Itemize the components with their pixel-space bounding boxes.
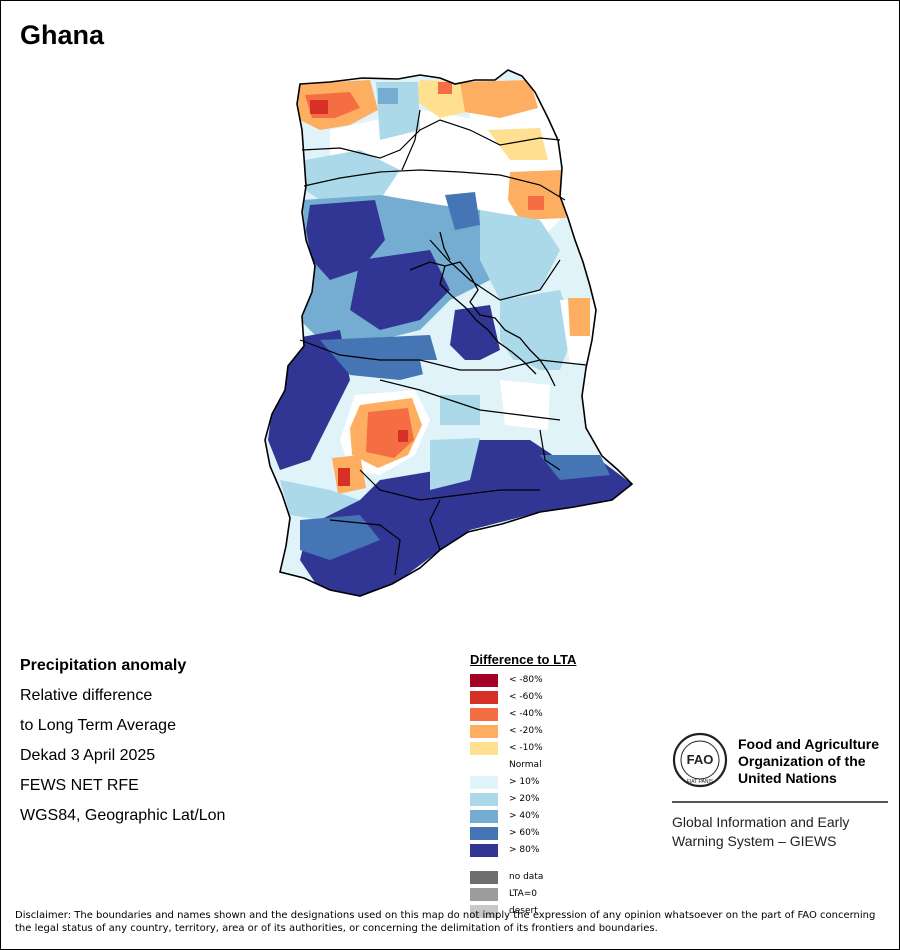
legend-swatch [470,742,498,755]
product-description-line2: to Long Term Average [20,717,176,734]
region-boundaries [299,109,587,576]
legend-swatch [470,674,498,687]
legend-item: < -80% [470,672,576,689]
legend-label: desert [509,906,538,916]
legend-label: < -60% [509,692,543,702]
legend-item: < -40% [470,706,576,723]
legend-label: LTA=0 [509,889,537,899]
legend-label: > 80% [509,845,540,855]
fao-logo-icon: FAO FIAT PANIS [672,732,728,788]
legend-swatch [470,725,498,738]
legend-item: < -20% [470,723,576,740]
legend-swatch [470,776,498,789]
legend-item: LTA=0 [470,886,576,903]
legend-classes: < -80% < -60% < -40% < -20% < -10% Normal > 10… [470,672,576,859]
disclaimer: Disclaimer: The boundaries and names sho… [15,910,876,934]
legend-swatch [470,871,498,884]
legend-item: > 20% [470,791,576,808]
legend-label: > 10% [509,777,540,787]
legend-label: < -10% [509,743,543,753]
country-outline [264,69,634,597]
legend-swatch [470,905,498,918]
legend-item: Normal [470,757,576,774]
legend-swatch [470,888,498,901]
legend-swatch [470,810,498,823]
legend-item: < -60% [470,689,576,706]
map-title: Ghana [20,20,105,50]
legend-label: < -80% [509,675,543,685]
fao-logo-text: FAO [687,752,714,767]
legend-item: > 60% [470,825,576,842]
map-legend: Difference to LTA < -80% < -60% < -40% < -2… [470,652,576,920]
fao-motto: FIAT PANIS [687,779,714,785]
organization-name: Food and Agriculture Organization of the… [738,736,880,786]
legend-extra: no data LTA=0 desert [470,869,576,920]
product-title: Precipitation anomaly [20,657,187,674]
legend-item: > 40% [470,808,576,825]
legend-item: > 80% [470,842,576,859]
product-period: Dekad 3 April 2025 [20,747,156,764]
legend-swatch [470,793,498,806]
legend-title: Difference to LTA [470,652,577,667]
legend-label: < -40% [509,709,543,719]
legend-swatch [470,691,498,704]
lake-volta [409,231,556,387]
legend-label: > 60% [509,828,540,838]
legend-item: no data [470,869,576,886]
branding-divider [672,801,888,803]
legend-item: < -10% [470,740,576,757]
legend-item: desert [470,903,576,920]
giews-name: Global Information and Early Warning Sys… [672,814,850,849]
map-metadata: Precipitation anomaly Relative differenc… [20,656,225,836]
legend-label: < -20% [509,726,543,736]
anomaly-raster [265,70,632,596]
legend-label: no data [509,872,544,882]
projection-info: WGS84, Geographic Lat/Lon [20,807,226,824]
product-description-line1: Relative difference [20,687,153,704]
legend-label: > 20% [509,794,540,804]
anomaly-map [264,69,634,597]
legend-swatch [470,708,498,721]
legend-label: Normal [509,760,542,770]
legend-swatch [470,827,498,840]
legend-item: > 10% [470,774,576,791]
data-source: FEWS NET RFE [20,777,139,794]
legend-label: > 40% [509,811,540,821]
legend-swatch [470,844,498,857]
